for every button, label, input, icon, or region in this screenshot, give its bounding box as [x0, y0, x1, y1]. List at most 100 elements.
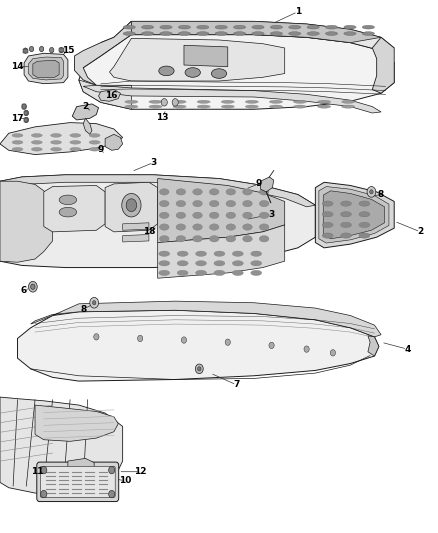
- Ellipse shape: [141, 25, 154, 29]
- Circle shape: [370, 190, 373, 194]
- Circle shape: [59, 47, 64, 53]
- Ellipse shape: [50, 134, 61, 137]
- Ellipse shape: [31, 141, 42, 144]
- Ellipse shape: [193, 200, 202, 207]
- Text: 4: 4: [404, 345, 410, 353]
- Ellipse shape: [325, 25, 338, 29]
- Circle shape: [330, 350, 336, 356]
- Polygon shape: [72, 104, 99, 120]
- Ellipse shape: [341, 222, 352, 228]
- Ellipse shape: [318, 100, 331, 103]
- Ellipse shape: [211, 69, 227, 78]
- Ellipse shape: [89, 141, 100, 144]
- Polygon shape: [123, 223, 149, 230]
- Polygon shape: [110, 38, 285, 81]
- Ellipse shape: [259, 189, 269, 195]
- Ellipse shape: [243, 212, 252, 219]
- Ellipse shape: [243, 189, 252, 195]
- Polygon shape: [0, 397, 123, 495]
- Ellipse shape: [226, 224, 236, 230]
- FancyBboxPatch shape: [37, 462, 119, 502]
- Polygon shape: [79, 80, 131, 109]
- Ellipse shape: [12, 134, 23, 137]
- Text: 3: 3: [268, 210, 275, 219]
- Circle shape: [225, 339, 230, 345]
- Circle shape: [172, 99, 178, 106]
- Polygon shape: [83, 85, 381, 113]
- Ellipse shape: [159, 212, 169, 219]
- Ellipse shape: [59, 207, 77, 217]
- Polygon shape: [33, 60, 59, 77]
- Ellipse shape: [233, 25, 246, 29]
- Polygon shape: [44, 185, 105, 232]
- Ellipse shape: [359, 233, 370, 238]
- Ellipse shape: [289, 25, 301, 29]
- Ellipse shape: [269, 105, 283, 108]
- Polygon shape: [105, 134, 123, 150]
- Ellipse shape: [193, 236, 202, 242]
- Text: 8: 8: [80, 305, 86, 313]
- Ellipse shape: [193, 224, 202, 230]
- Ellipse shape: [362, 31, 374, 35]
- Ellipse shape: [197, 25, 209, 29]
- Text: 13: 13: [156, 113, 168, 122]
- Circle shape: [29, 46, 34, 52]
- Ellipse shape: [176, 224, 186, 230]
- Polygon shape: [0, 175, 315, 207]
- Ellipse shape: [173, 105, 186, 108]
- Circle shape: [92, 301, 96, 305]
- Ellipse shape: [259, 236, 269, 242]
- Circle shape: [24, 110, 28, 116]
- Circle shape: [109, 466, 115, 474]
- Ellipse shape: [270, 31, 283, 35]
- Ellipse shape: [159, 224, 169, 230]
- Ellipse shape: [232, 261, 244, 266]
- Polygon shape: [105, 182, 158, 232]
- Polygon shape: [79, 35, 394, 109]
- Ellipse shape: [178, 25, 191, 29]
- Ellipse shape: [259, 200, 269, 207]
- Circle shape: [22, 104, 26, 109]
- Ellipse shape: [195, 251, 207, 256]
- Circle shape: [367, 187, 376, 197]
- Text: 6: 6: [21, 286, 27, 295]
- Ellipse shape: [307, 31, 319, 35]
- Ellipse shape: [177, 270, 188, 276]
- Ellipse shape: [359, 212, 370, 217]
- Circle shape: [198, 367, 201, 371]
- Ellipse shape: [359, 222, 370, 228]
- Ellipse shape: [125, 105, 138, 108]
- Ellipse shape: [193, 212, 202, 219]
- Text: 17: 17: [11, 114, 24, 123]
- Ellipse shape: [342, 100, 355, 103]
- Ellipse shape: [209, 189, 219, 195]
- Polygon shape: [24, 53, 68, 84]
- Ellipse shape: [341, 212, 352, 217]
- Ellipse shape: [243, 236, 252, 242]
- Ellipse shape: [159, 66, 174, 76]
- Text: 1: 1: [295, 7, 301, 16]
- Bar: [23, 49, 28, 53]
- Ellipse shape: [322, 212, 333, 217]
- Ellipse shape: [160, 31, 172, 35]
- Polygon shape: [261, 177, 274, 192]
- Ellipse shape: [177, 261, 188, 266]
- Ellipse shape: [123, 31, 135, 35]
- Bar: [59, 48, 64, 52]
- Ellipse shape: [344, 31, 356, 35]
- Circle shape: [269, 342, 274, 349]
- Ellipse shape: [341, 233, 352, 238]
- Ellipse shape: [226, 189, 236, 195]
- Ellipse shape: [89, 147, 100, 151]
- Text: 16: 16: [106, 92, 118, 100]
- Ellipse shape: [176, 212, 186, 219]
- Ellipse shape: [185, 68, 200, 77]
- Polygon shape: [158, 225, 285, 278]
- Ellipse shape: [221, 105, 234, 108]
- Text: 18: 18: [143, 228, 155, 236]
- Ellipse shape: [141, 31, 154, 35]
- Polygon shape: [114, 21, 381, 43]
- Ellipse shape: [362, 25, 374, 29]
- Ellipse shape: [221, 100, 234, 103]
- Ellipse shape: [176, 236, 186, 242]
